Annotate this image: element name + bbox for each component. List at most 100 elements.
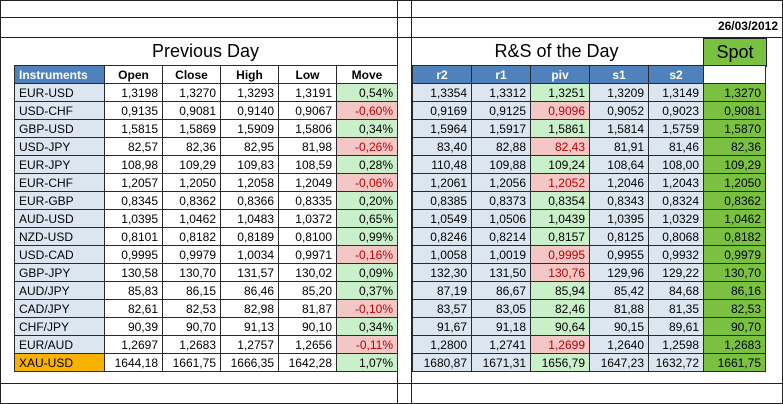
- r1-cell[interactable]: 0,8373: [471, 191, 531, 210]
- r2-cell[interactable]: 110,48: [412, 155, 472, 174]
- r1-cell[interactable]: 83,05: [471, 299, 531, 318]
- instrument-cell[interactable]: USD-CHF: [14, 101, 105, 120]
- low-cell[interactable]: 0,9971: [278, 245, 337, 264]
- column-header[interactable]: Low: [278, 65, 337, 84]
- close-cell[interactable]: 1,2683: [162, 335, 221, 354]
- move-cell[interactable]: -0,10%: [336, 299, 398, 318]
- close-cell[interactable]: 130,70: [162, 263, 221, 282]
- r1-cell[interactable]: 1,0506: [471, 209, 531, 228]
- open-cell[interactable]: 1644,18: [104, 353, 163, 372]
- r2-cell[interactable]: 0,9169: [412, 101, 472, 120]
- open-cell[interactable]: 1,5815: [104, 119, 163, 138]
- spot-cell[interactable]: 1,5870: [703, 119, 766, 138]
- high-cell[interactable]: 1,2757: [220, 335, 279, 354]
- piv-cell[interactable]: 82,46: [530, 299, 590, 318]
- high-cell[interactable]: 0,8366: [220, 191, 279, 210]
- s1-cell[interactable]: 1,0395: [589, 209, 649, 228]
- piv-cell[interactable]: 1,0439: [530, 209, 590, 228]
- instrument-cell[interactable]: EUR-GBP: [14, 191, 105, 210]
- s2-cell[interactable]: 1,2043: [648, 173, 704, 192]
- spot-cell[interactable]: 82,53: [703, 299, 766, 318]
- column-header[interactable]: r2: [412, 65, 472, 84]
- spot-cell[interactable]: 86,16: [703, 281, 766, 300]
- spot-cell[interactable]: 1,2683: [703, 335, 766, 354]
- r2-cell[interactable]: 83,57: [412, 299, 472, 318]
- piv-cell[interactable]: 85,94: [530, 281, 590, 300]
- move-cell[interactable]: 0,34%: [336, 119, 398, 138]
- instrument-cell[interactable]: EUR-JPY: [14, 155, 105, 174]
- open-cell[interactable]: 0,9995: [104, 245, 163, 264]
- high-cell[interactable]: 109,83: [220, 155, 279, 174]
- piv-cell[interactable]: 1,5861: [530, 119, 590, 138]
- instrument-cell[interactable]: XAU-USD: [14, 353, 105, 372]
- spot-cell[interactable]: 90,70: [703, 317, 766, 336]
- move-cell[interactable]: -0,26%: [336, 137, 398, 156]
- r1-cell[interactable]: 1,3312: [471, 83, 531, 102]
- low-cell[interactable]: 1,5806: [278, 119, 337, 138]
- s1-cell[interactable]: 1,2046: [589, 173, 649, 192]
- piv-cell[interactable]: 0,8157: [530, 227, 590, 246]
- piv-cell[interactable]: 1,2699: [530, 335, 590, 354]
- piv-cell[interactable]: 0,9995: [530, 245, 590, 264]
- s2-cell[interactable]: 108,00: [648, 155, 704, 174]
- move-cell[interactable]: 0,37%: [336, 281, 398, 300]
- r2-cell[interactable]: 1,5964: [412, 119, 472, 138]
- low-cell[interactable]: 0,8100: [278, 227, 337, 246]
- piv-cell[interactable]: 109,24: [530, 155, 590, 174]
- instrument-cell[interactable]: EUR/AUD: [14, 335, 105, 354]
- close-cell[interactable]: 0,9979: [162, 245, 221, 264]
- s2-cell[interactable]: 129,22: [648, 263, 704, 282]
- low-cell[interactable]: 81,98: [278, 137, 337, 156]
- close-cell[interactable]: 1,0462: [162, 209, 221, 228]
- column-header[interactable]: Move: [336, 65, 398, 84]
- move-cell[interactable]: 1,07%: [336, 353, 398, 372]
- s2-cell[interactable]: 0,9023: [648, 101, 704, 120]
- move-cell[interactable]: -0,16%: [336, 245, 398, 264]
- high-cell[interactable]: 82,95: [220, 137, 279, 156]
- r1-cell[interactable]: 86,67: [471, 281, 531, 300]
- close-cell[interactable]: 86,15: [162, 281, 221, 300]
- r2-cell[interactable]: 0,8385: [412, 191, 472, 210]
- piv-cell[interactable]: 0,8354: [530, 191, 590, 210]
- spot-cell[interactable]: 1,2050: [703, 173, 766, 192]
- r2-cell[interactable]: 0,8246: [412, 227, 472, 246]
- spot-cell[interactable]: 0,8182: [703, 227, 766, 246]
- s1-cell[interactable]: 81,91: [589, 137, 649, 156]
- spot-cell[interactable]: 0,9081: [703, 101, 766, 120]
- r1-cell[interactable]: 1671,31: [471, 353, 531, 372]
- instrument-cell[interactable]: GBP-USD: [14, 119, 105, 138]
- close-cell[interactable]: 1,5869: [162, 119, 221, 138]
- s1-cell[interactable]: 90,15: [589, 317, 649, 336]
- column-header[interactable]: r1: [471, 65, 531, 84]
- low-cell[interactable]: 0,9067: [278, 101, 337, 120]
- spot-cell[interactable]: 1661,75: [703, 353, 766, 372]
- s1-cell[interactable]: 0,9052: [589, 101, 649, 120]
- high-cell[interactable]: 0,8189: [220, 227, 279, 246]
- piv-cell[interactable]: 1,3251: [530, 83, 590, 102]
- column-header[interactable]: s1: [589, 65, 649, 84]
- low-cell[interactable]: 1642,28: [278, 353, 337, 372]
- s1-cell[interactable]: 85,42: [589, 281, 649, 300]
- column-header[interactable]: Close: [162, 65, 221, 84]
- column-header[interactable]: piv: [530, 65, 590, 84]
- move-cell[interactable]: 0,09%: [336, 263, 398, 282]
- instrument-cell[interactable]: AUD/JPY: [14, 281, 105, 300]
- r2-cell[interactable]: 1,0549: [412, 209, 472, 228]
- low-cell[interactable]: 108,59: [278, 155, 337, 174]
- spot-cell[interactable]: 1,3270: [703, 83, 766, 102]
- piv-cell[interactable]: 82,43: [530, 137, 590, 156]
- high-cell[interactable]: 0,9140: [220, 101, 279, 120]
- low-cell[interactable]: 81,87: [278, 299, 337, 318]
- low-cell[interactable]: 0,8335: [278, 191, 337, 210]
- r1-cell[interactable]: 1,5917: [471, 119, 531, 138]
- close-cell[interactable]: 82,53: [162, 299, 221, 318]
- s1-cell[interactable]: 1,5814: [589, 119, 649, 138]
- low-cell[interactable]: 1,3191: [278, 83, 337, 102]
- s1-cell[interactable]: 0,8125: [589, 227, 649, 246]
- open-cell[interactable]: 0,8101: [104, 227, 163, 246]
- open-cell[interactable]: 82,57: [104, 137, 163, 156]
- move-cell[interactable]: -0,06%: [336, 173, 398, 192]
- instrument-cell[interactable]: CAD/JPY: [14, 299, 105, 318]
- close-cell[interactable]: 82,36: [162, 137, 221, 156]
- low-cell[interactable]: 85,20: [278, 281, 337, 300]
